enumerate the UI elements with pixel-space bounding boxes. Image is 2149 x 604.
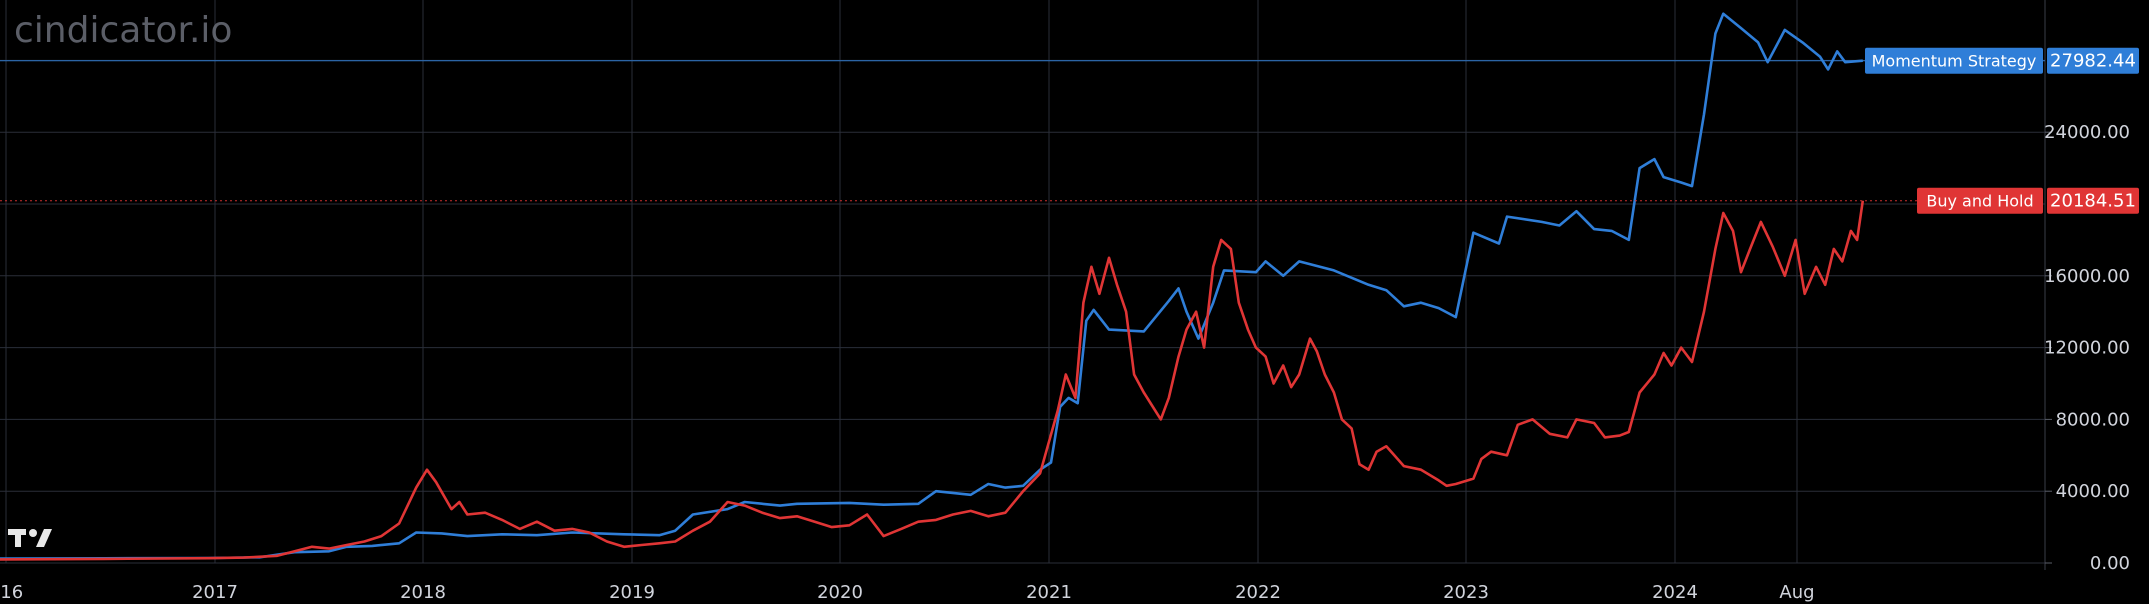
x-tick-label: 2017 — [192, 582, 238, 603]
x-tick-label: 2020 — [817, 582, 863, 603]
y-tick-label: 8000.00 — [2056, 409, 2130, 430]
x-tick-label: 2024 — [1652, 582, 1698, 603]
series-value-badge — [2047, 47, 2139, 74]
x-tick-label: 016 — [0, 582, 23, 603]
y-tick-label: 16000.00 — [2044, 266, 2130, 287]
x-tick-label: 2023 — [1443, 582, 1489, 603]
x-axis-ticks: 016 2017 2018 2019 2020 2021 2022 2023 2024 Aug — [0, 582, 1815, 603]
series-name-label: Momentum Strategy — [1872, 52, 2037, 71]
series-name-label: Buy and Hold — [1926, 192, 2033, 211]
watermark-text: cindicator.io — [14, 10, 232, 51]
y-tick-label: 4000.00 — [2056, 481, 2130, 502]
series-value-badge — [2047, 187, 2139, 214]
series-layer — [0, 12, 1865, 561]
series-value-label: 20184.51 — [2050, 191, 2136, 212]
series-badges: Momentum Strategy 27982.44 Buy and Hold 201… — [1865, 47, 2139, 214]
series-value-label: 27982.44 — [2050, 51, 2136, 72]
logo-dot — [29, 529, 37, 537]
logo-stem — [15, 529, 21, 547]
series-name-badge — [1917, 187, 2043, 214]
x-tick-label: 2019 — [609, 582, 655, 603]
tradingview-logo-icon — [8, 529, 52, 547]
y-axis: 0.00 4000.00 8000.00 12000.00 16000.00 24000.… — [2044, 0, 2149, 604]
price-scale-background — [2045, 0, 2149, 604]
x-tick-label: 2022 — [1235, 582, 1281, 603]
buy-and-hold-line — [0, 200, 1865, 561]
momentum-strategy-line — [0, 12, 1863, 560]
logo-slash — [36, 529, 52, 547]
series-name-badge — [1865, 47, 2043, 74]
y-tick-label: 12000.00 — [2044, 338, 2130, 359]
x-tick-label: 2018 — [400, 582, 446, 603]
y-tick-label: 24000.00 — [2044, 122, 2130, 143]
x-tick-label: Aug — [1779, 582, 1814, 603]
price-lines — [0, 60, 2045, 202]
y-tick-label: 0.00 — [2090, 553, 2130, 574]
x-tick-label: 2021 — [1026, 582, 1072, 603]
